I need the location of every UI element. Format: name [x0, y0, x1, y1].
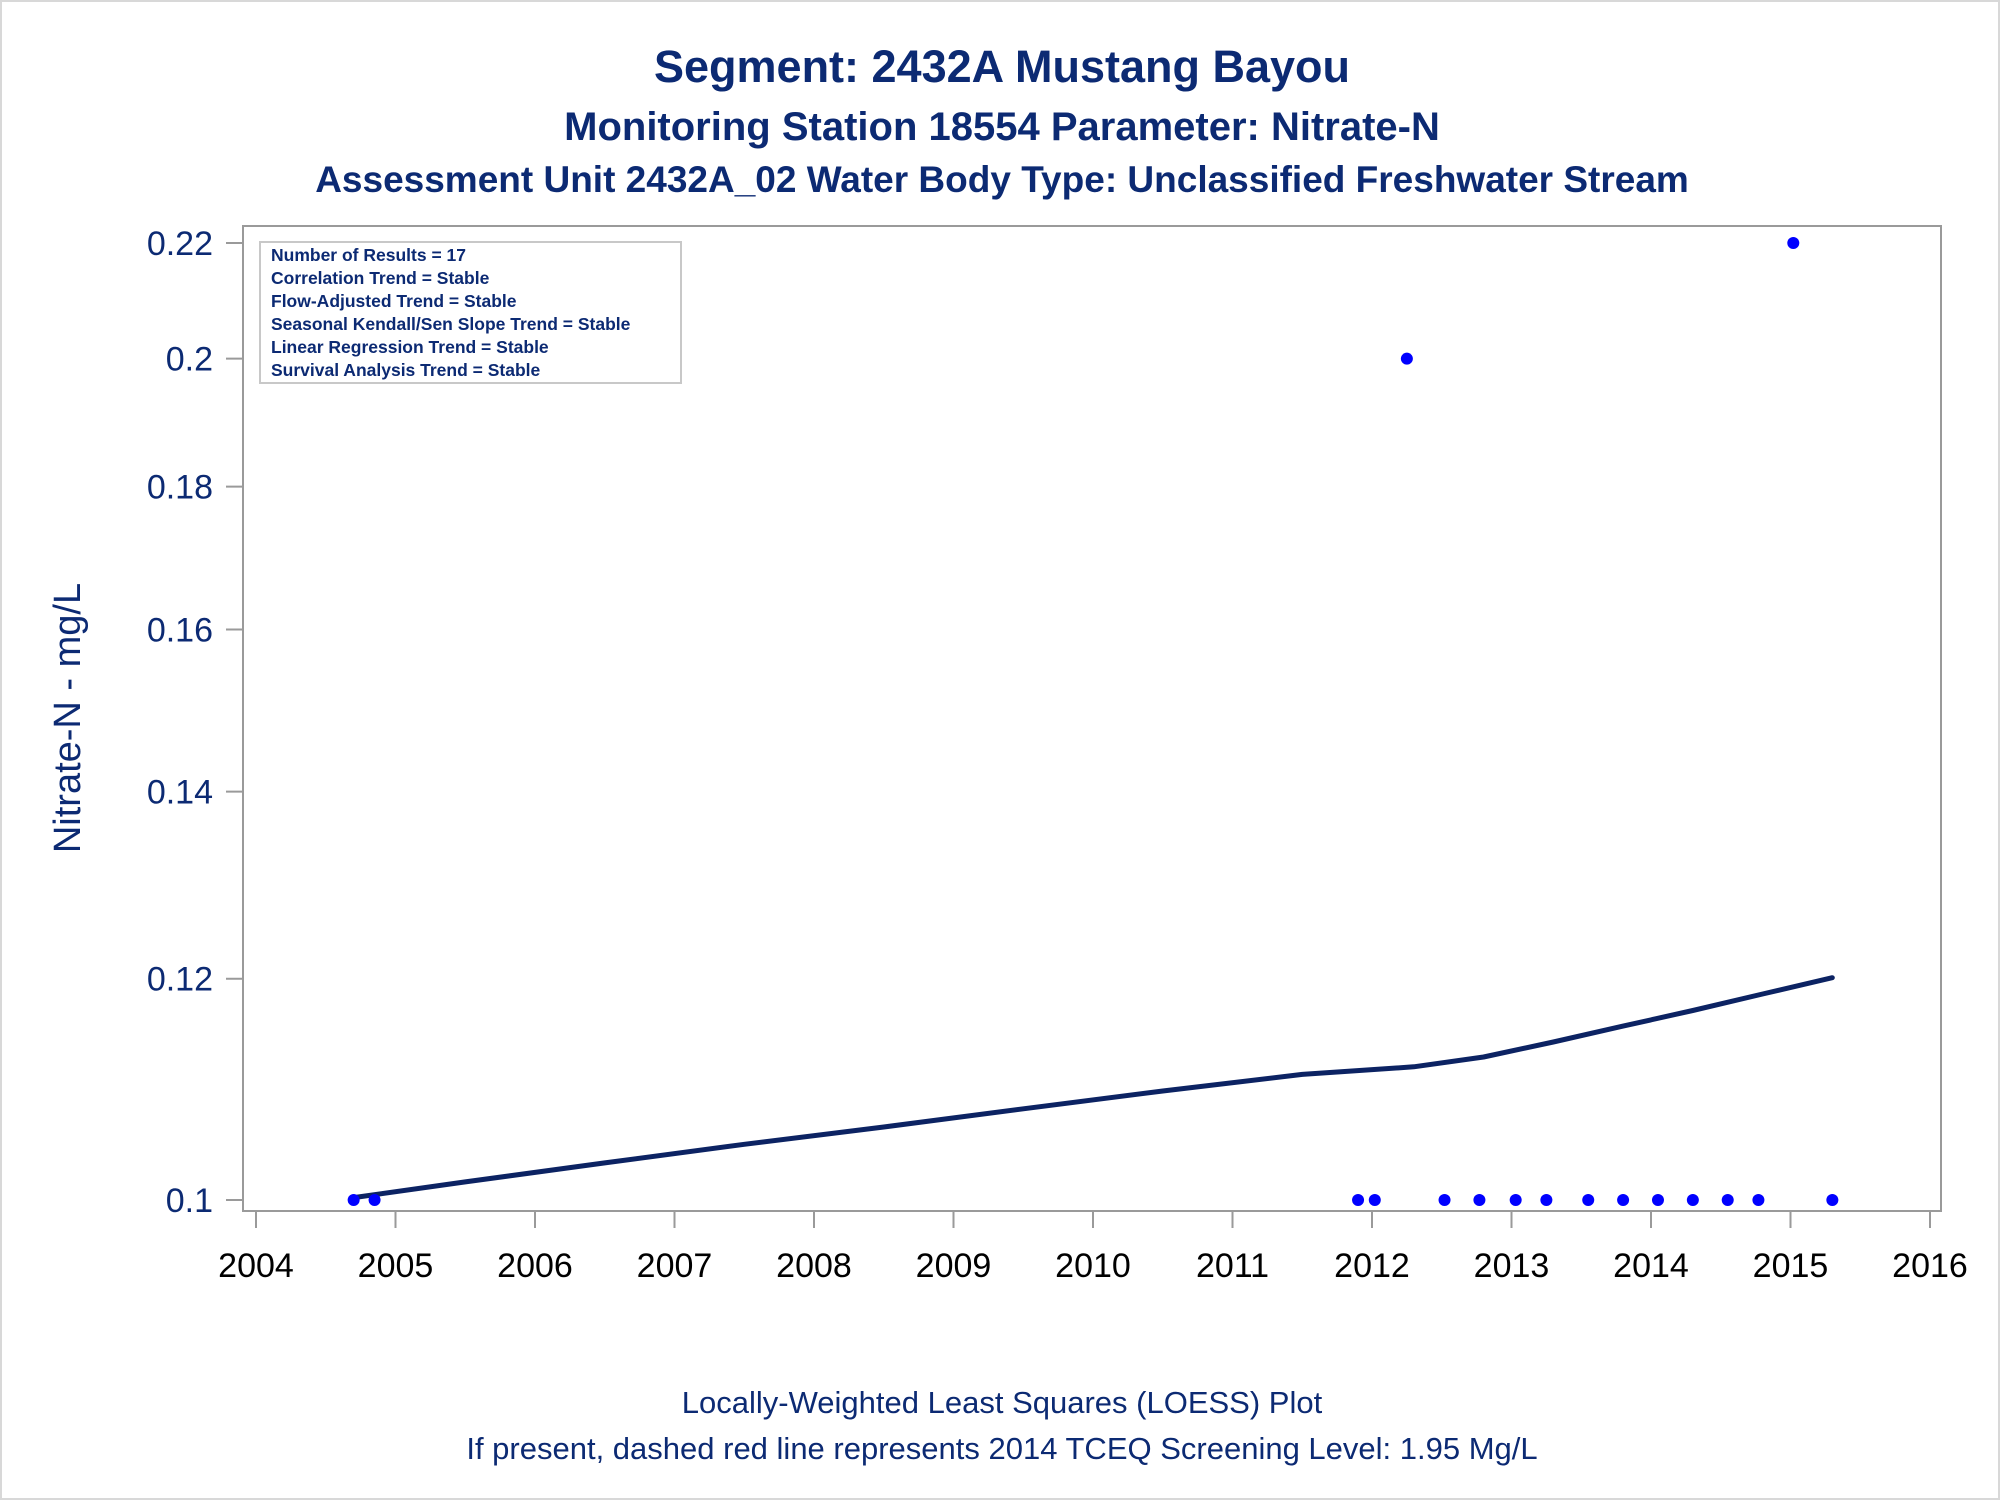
y-tick-label: 0.12	[147, 961, 213, 999]
x-tick-label: 2004	[218, 1247, 294, 1285]
stats-line-seasonal-kendall: Seasonal Kendall/Sen Slope Trend = Stabl…	[271, 314, 631, 334]
data-point	[1368, 1194, 1381, 1206]
loess-line	[351, 975, 1835, 1201]
stats-line-survival: Survival Analysis Trend = Stable	[271, 360, 541, 380]
y-tick-label: 0.16	[147, 612, 213, 650]
stats-line-correlation: Correlation Trend = Stable	[271, 268, 490, 288]
data-point	[1651, 1194, 1664, 1206]
x-tick-label: 2014	[1613, 1247, 1689, 1285]
data-point	[1509, 1194, 1522, 1206]
y-tick-label: 0.2	[166, 341, 213, 379]
footnote-2: If present, dashed red line represents 2…	[466, 1431, 1537, 1466]
x-tick-label: 2009	[916, 1247, 992, 1285]
footnote-1: Locally-Weighted Least Squares (LOESS) P…	[682, 1385, 1323, 1420]
data-point	[1352, 1194, 1365, 1206]
x-tick-label: 2011	[1196, 1247, 1269, 1285]
data-point	[1826, 1194, 1839, 1206]
chart-title: Segment: 2432A Mustang Bayou	[654, 41, 1350, 92]
x-tick-label: 2008	[776, 1247, 852, 1285]
x-tick-label: 2006	[497, 1247, 573, 1285]
points-layer	[347, 237, 1839, 1206]
x-tick-label: 2015	[1753, 1247, 1829, 1285]
data-point	[1582, 1194, 1595, 1206]
chart-subtitle: Monitoring Station 18554 Parameter: Nitr…	[564, 105, 1440, 149]
loess-layer	[351, 975, 1835, 1201]
data-point	[1721, 1194, 1734, 1206]
stats-line-linear-regression: Linear Regression Trend = Stable	[271, 337, 549, 357]
stats-line-results: Number of Results = 17	[271, 245, 466, 265]
data-point	[1438, 1194, 1451, 1206]
y-tick-label: 0.22	[147, 225, 213, 263]
data-point	[1400, 352, 1413, 365]
stats-line-flow-adjusted: Flow-Adjusted Trend = Stable	[271, 291, 517, 311]
x-tick-label: 2007	[637, 1247, 713, 1285]
y-tick-label: 0.18	[147, 469, 213, 507]
x-tick-label: 2012	[1334, 1247, 1410, 1285]
chart-subtitle-2: Assessment Unit 2432A_02 Water Body Type…	[315, 159, 1689, 200]
data-point	[347, 1194, 360, 1206]
y-axis-label: Nitrate-N - mg/L	[47, 583, 89, 853]
stats-inset-box	[259, 241, 682, 384]
data-point	[1473, 1194, 1486, 1206]
data-point	[368, 1194, 381, 1206]
x-tick-label: 2005	[358, 1247, 434, 1285]
x-tick-label: 2010	[1055, 1247, 1131, 1285]
data-point	[1540, 1194, 1553, 1206]
data-point	[1686, 1194, 1699, 1206]
y-tick-label: 0.14	[147, 774, 213, 812]
y-axis: 0.1 0.12 0.14 0.16 0.18 0.2 0.22	[147, 225, 243, 1220]
stats-inset: Number of Results = 17 Correlation Trend…	[259, 241, 682, 384]
data-point	[1617, 1194, 1630, 1206]
y-tick-label: 0.1	[166, 1182, 213, 1220]
x-tick-label: 2013	[1474, 1247, 1550, 1285]
x-axis: 2004 2005 2006 2007 2008 2009 2010 2011 2012 2013…	[218, 1211, 1968, 1285]
x-tick-label: 2016	[1892, 1247, 1968, 1285]
data-point	[1787, 237, 1800, 249]
data-point	[1752, 1194, 1765, 1206]
